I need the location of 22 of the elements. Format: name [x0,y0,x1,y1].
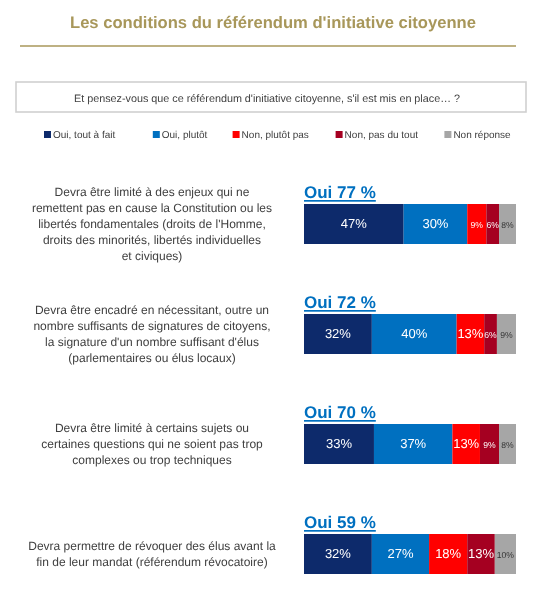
bar [484,314,497,354]
bar [494,534,516,574]
bar [304,424,374,464]
bar [304,534,372,574]
bar [496,314,516,354]
bar [403,204,468,244]
bar [304,204,404,244]
bar [429,534,468,574]
annotation: Oui 77 % [304,182,377,202]
chart-title: Les conditions du référendum d'initiative citoyenne [70,12,477,32]
annotation: Oui 70 % [304,402,377,422]
bar [304,314,372,354]
bar [499,204,516,244]
bar [486,204,500,244]
annotation: Oui 59 % [304,512,377,532]
bar [371,314,457,354]
bar [373,424,453,464]
bar [479,424,500,464]
bar [499,424,516,464]
bar [371,534,430,574]
annotation: Oui 72 % [304,292,377,312]
bar [467,204,487,244]
